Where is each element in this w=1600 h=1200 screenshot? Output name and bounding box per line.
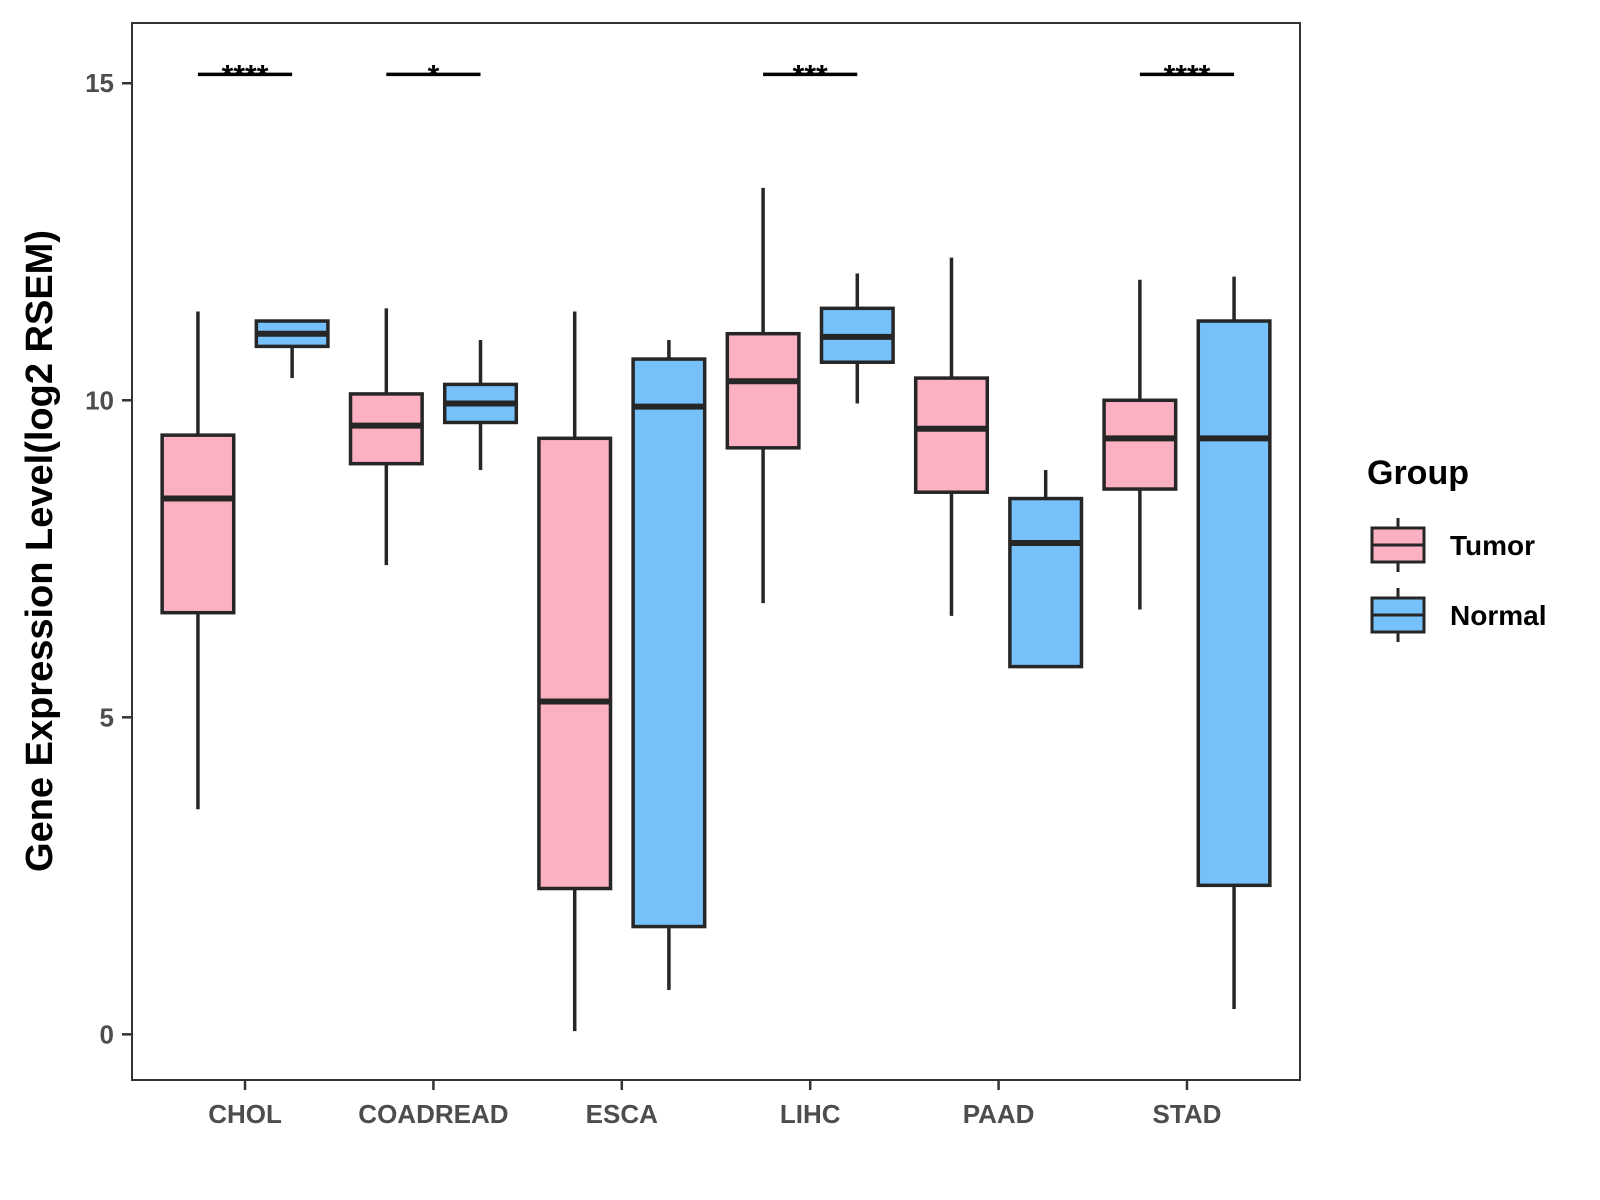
y-axis-title: Gene Expression Level(log2 RSEM) [19, 230, 61, 872]
box-iqr [725, 331, 801, 450]
box-iqr [1008, 496, 1084, 669]
box-esca-tumor [537, 311, 613, 1032]
box-chol-normal [254, 319, 330, 379]
significance-label: *** [793, 59, 828, 92]
legend-label: Tumor [1450, 530, 1535, 561]
box-coadread-tumor [348, 308, 424, 566]
box-paad-tumor [913, 257, 990, 616]
box-iqr [1102, 398, 1178, 491]
x-tick-label: ESCA [586, 1099, 658, 1129]
box-stad-normal [1196, 276, 1272, 1009]
significance-coadread: * [386, 59, 481, 92]
significance-stad: **** [1139, 59, 1235, 92]
significance-lihc: *** [763, 59, 858, 92]
legend-label: Normal [1450, 600, 1546, 631]
box-iqr [160, 433, 236, 615]
box-coadread-normal [442, 340, 519, 471]
x-tick-label: CHOL [208, 1099, 282, 1129]
legend: Group Tumor Normal [1367, 454, 1546, 642]
significance-label: **** [222, 59, 269, 92]
x-tick-label: STAD [1153, 1099, 1222, 1129]
box-lihc-normal [819, 273, 895, 404]
box-paad-normal [1008, 470, 1084, 669]
x-tick-label: PAAD [963, 1099, 1035, 1129]
box-iqr [1196, 319, 1272, 888]
significance-label: * [428, 59, 440, 92]
y-tick-label: 0 [100, 1019, 114, 1049]
box-iqr [631, 357, 707, 929]
box-iqr [348, 392, 424, 466]
y-axis: 0 5 10 15 [85, 68, 132, 1049]
legend-item-normal: Normal [1370, 588, 1546, 642]
box-esca-normal [631, 340, 707, 990]
y-tick-label: 10 [85, 385, 114, 415]
legend-item-tumor: Tumor [1370, 518, 1535, 572]
box-lihc-tumor [725, 187, 801, 604]
plot-panel-border [131, 22, 1301, 1081]
x-axis: CHOL COADREAD ESCA LIHC PAAD STAD [208, 1080, 1221, 1129]
box-chol-tumor [160, 311, 236, 810]
x-tick-label: COADREAD [358, 1099, 508, 1129]
y-tick-label: 5 [100, 702, 114, 732]
significance-chol: **** [197, 59, 293, 92]
box-iqr [537, 436, 613, 891]
x-tick-label: LIHC [780, 1099, 841, 1129]
plot-content: **** * *** **** [160, 59, 1272, 1032]
legend-title: Group [1367, 454, 1469, 492]
box-iqr [913, 376, 990, 494]
y-tick-label: 15 [85, 68, 114, 98]
significance-label: **** [1164, 59, 1211, 92]
box-stad-tumor [1102, 279, 1178, 610]
